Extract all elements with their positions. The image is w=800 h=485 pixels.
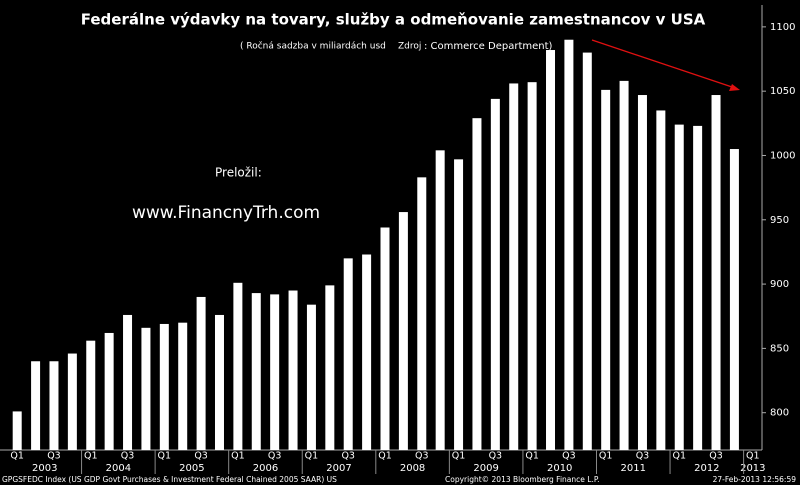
x-tick-label: Q1 xyxy=(599,451,613,462)
bar xyxy=(325,285,335,450)
y-tick-label: 850 xyxy=(770,343,789,354)
year-label: 2011 xyxy=(621,463,646,474)
x-tick-label: Q1 xyxy=(672,451,686,462)
bar xyxy=(12,411,22,450)
footer: 27-Feb-2013 12:56:59 xyxy=(713,475,797,484)
x-tick-label: Q3 xyxy=(562,451,576,462)
y-tick-label: 1050 xyxy=(770,86,795,97)
x-tick-label: Q1 xyxy=(525,451,539,462)
bar xyxy=(380,227,390,450)
bar xyxy=(141,327,151,450)
bar xyxy=(435,150,445,450)
year-label: 2012 xyxy=(694,463,719,474)
x-tick-label: Q3 xyxy=(709,451,723,462)
bar xyxy=(656,110,666,450)
x-tick-label: Q3 xyxy=(268,451,282,462)
x-tick-label: Q1 xyxy=(158,451,172,462)
x-tick-label: Q3 xyxy=(121,451,135,462)
x-tick-label: Q1 xyxy=(378,451,392,462)
bar xyxy=(564,39,574,450)
y-tick-label: 1100 xyxy=(770,22,795,33)
x-tick-label: Q1 xyxy=(452,451,466,462)
bar xyxy=(490,98,500,451)
bar xyxy=(546,50,556,450)
bar xyxy=(454,159,464,450)
footer: GPGSFEDC Index (US GDP Govt Purchases & … xyxy=(2,475,337,484)
x-tick-label: Q1 xyxy=(746,451,760,462)
x-tick-label: Q3 xyxy=(194,451,208,462)
bar xyxy=(67,353,77,450)
bar xyxy=(711,95,721,450)
subtitle: ( Ročná sadzba v miliardách usd xyxy=(240,41,386,52)
annotation: Preložil: xyxy=(215,166,262,180)
bar xyxy=(31,361,41,450)
year-label: 2004 xyxy=(106,463,131,474)
arrow-head xyxy=(729,84,740,91)
bar xyxy=(49,361,59,450)
bar xyxy=(417,177,427,450)
bar xyxy=(196,296,206,450)
y-tick-label: 800 xyxy=(770,408,789,419)
x-tick-label: Q3 xyxy=(341,451,355,462)
chart-title: Federálne výdavky na tovary, služby a od… xyxy=(81,11,706,29)
year-label: 2006 xyxy=(253,463,278,474)
bar xyxy=(674,124,684,450)
bar xyxy=(233,282,243,450)
year-label: 2003 xyxy=(32,463,57,474)
bar xyxy=(86,340,96,450)
bar xyxy=(343,258,353,450)
bar xyxy=(178,322,188,450)
x-tick-label: Q1 xyxy=(10,451,24,462)
bar xyxy=(398,212,408,450)
bar xyxy=(251,293,261,450)
bar xyxy=(582,52,592,451)
bar xyxy=(104,332,114,450)
year-label: 2010 xyxy=(547,463,572,474)
bar xyxy=(288,290,298,450)
year-label: 2013 xyxy=(740,463,765,474)
bar xyxy=(637,95,647,450)
x-tick-label: Q3 xyxy=(415,451,429,462)
x-tick-label: Q3 xyxy=(489,451,503,462)
x-tick-label: Q1 xyxy=(84,451,98,462)
bar xyxy=(306,304,316,450)
bar xyxy=(693,125,703,451)
bar xyxy=(509,83,519,450)
subtitle: Zdroj xyxy=(398,42,421,52)
bar xyxy=(214,314,224,450)
x-tick-label: Q3 xyxy=(47,451,61,462)
x-tick-label: Q1 xyxy=(305,451,319,462)
year-label: 2009 xyxy=(473,463,498,474)
bar xyxy=(159,323,169,450)
annotation: www.FinancnyTrh.com xyxy=(132,203,320,223)
y-tick-label: 1000 xyxy=(770,150,795,161)
y-tick-label: 900 xyxy=(770,279,789,290)
footer: Copyright© 2013 Bloomberg Finance L.P. xyxy=(445,475,600,484)
y-tick-label: 950 xyxy=(770,215,789,226)
x-tick-label: Q1 xyxy=(231,451,245,462)
bar xyxy=(729,149,739,450)
bar xyxy=(619,80,629,450)
year-label: 2005 xyxy=(179,463,204,474)
trend-arrow xyxy=(591,39,736,89)
bar xyxy=(601,89,611,450)
year-label: 2008 xyxy=(400,463,425,474)
bar xyxy=(472,118,482,450)
bar xyxy=(270,294,280,450)
bar xyxy=(123,314,133,450)
bar xyxy=(527,82,537,450)
subtitle: : Commerce Department) xyxy=(424,41,553,52)
x-tick-label: Q3 xyxy=(636,451,650,462)
bar xyxy=(362,254,372,450)
year-label: 2007 xyxy=(326,463,351,474)
